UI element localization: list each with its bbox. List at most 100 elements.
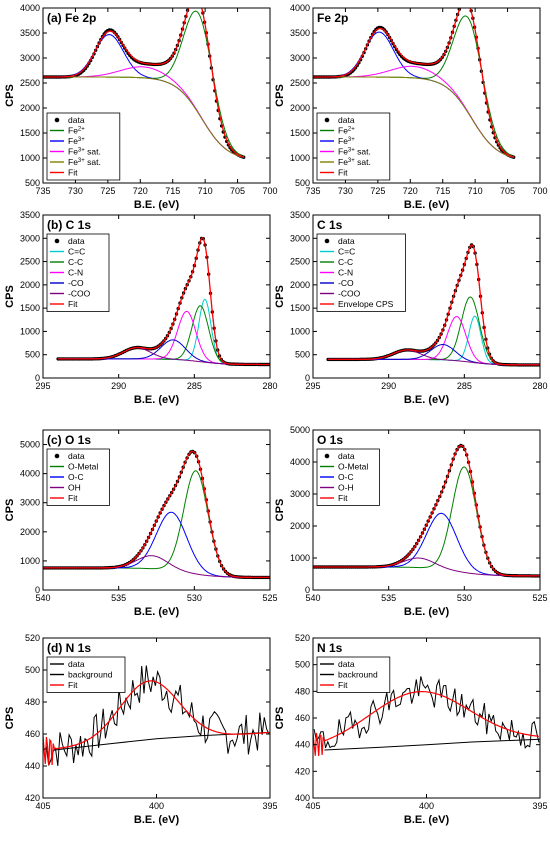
y-tick-label: 2000 <box>20 103 40 113</box>
legend-label: C=C <box>68 247 85 257</box>
legend-label: data <box>68 115 85 125</box>
y-tick-label: 420 <box>295 766 310 776</box>
plot-area <box>326 243 540 367</box>
y-tick-label: 1500 <box>290 303 310 313</box>
legend-label: Fe2+ <box>68 126 85 136</box>
y-tick-label: 3500 <box>290 28 310 38</box>
legend-label: -COO <box>338 289 361 299</box>
legend-label: data <box>68 236 85 246</box>
data-point <box>464 0 467 1</box>
chart-panel-o-right: 540 535 530 525 0 1000 2000 3000 4000 5000 B.E. (e… <box>274 425 548 618</box>
series-line-6 <box>328 244 540 366</box>
y-tick-label: 2000 <box>290 521 310 531</box>
y-tick-label: 5000 <box>290 425 310 435</box>
panel-title: (c) O 1s <box>47 433 91 447</box>
x-axis-label: B.E. (eV) <box>404 814 450 826</box>
panel-title: N 1s <box>317 641 343 655</box>
x-tick-label: 720 <box>133 186 148 196</box>
y-tick-label: 520 <box>25 633 40 643</box>
y-tick-label: 3500 <box>20 28 40 38</box>
x-tick-label: 710 <box>468 186 483 196</box>
plot-frame <box>42 214 271 379</box>
y-tick-label: 0 <box>305 585 310 595</box>
y-tick-label: 1000 <box>290 326 310 336</box>
x-tick-label: 725 <box>370 186 385 196</box>
legend-label: Fe3+ sat. <box>68 157 101 167</box>
series-line-3 <box>328 315 540 366</box>
legend-label: O-H <box>338 483 354 493</box>
legend-marker <box>324 117 330 123</box>
x-tick-label: 705 <box>500 186 515 196</box>
y-axis-label: CPS <box>274 84 286 107</box>
y-tick-label: 480 <box>25 697 40 707</box>
y-tick-label: 3000 <box>20 498 40 508</box>
x-tick-label: 280 <box>532 381 547 391</box>
y-tick-label: 2500 <box>290 257 310 267</box>
panel-title: Fe 2p <box>317 11 348 25</box>
legend-label: data <box>338 659 355 669</box>
y-tick-label: 440 <box>295 740 310 750</box>
y-tick-label: 4000 <box>20 3 40 13</box>
y-axis-label: CPS <box>4 84 16 107</box>
legend-label: Fit <box>338 168 348 178</box>
y-tick-label: 460 <box>295 713 310 723</box>
legend-label: O-C <box>68 472 84 482</box>
x-axis-label: B.E. (eV) <box>404 394 450 406</box>
y-tick-label: 1000 <box>290 153 310 163</box>
panel-title: (a) Fe 2p <box>47 11 96 25</box>
x-tick-label: 405 <box>305 801 320 811</box>
x-tick-label: 530 <box>187 593 202 603</box>
legend-label: Fit <box>68 168 78 178</box>
y-axis-label: CPS <box>274 707 286 730</box>
x-tick-label: 535 <box>381 593 396 603</box>
x-tick-label: 535 <box>111 593 126 603</box>
legend-label: C-C <box>338 257 353 267</box>
legend-label: data <box>68 451 85 461</box>
x-tick-label: 525 <box>532 593 547 603</box>
data-point <box>200 4 203 7</box>
data-point <box>189 0 192 2</box>
series-line-5 <box>58 347 270 365</box>
series-line-2 <box>313 690 539 756</box>
legend-label: C-N <box>68 268 83 278</box>
x-axis-label: B.E. (eV) <box>134 814 180 826</box>
y-tick-label: 1000 <box>20 326 40 336</box>
legend-label: data <box>68 659 85 669</box>
series-line-0 <box>43 665 270 766</box>
legend-marker <box>324 238 330 244</box>
y-tick-label: 0 <box>35 373 40 383</box>
legend-label: background <box>68 670 113 680</box>
series-line-3 <box>58 310 270 365</box>
legend-label: Fit <box>338 680 348 690</box>
legend-label: Fit <box>68 680 78 690</box>
y-tick-label: 460 <box>25 729 40 739</box>
x-tick-label: 395 <box>262 801 277 811</box>
legend-marker <box>54 238 60 244</box>
y-tick-label: 3000 <box>20 233 40 243</box>
y-tick-label: 500 <box>25 350 40 360</box>
legend-label: OH <box>68 483 81 493</box>
x-tick-label: 735 <box>305 186 320 196</box>
x-tick-label: 730 <box>338 186 353 196</box>
y-tick-label: 0 <box>35 585 40 595</box>
series-line-6 <box>58 237 270 366</box>
legend-label: data <box>338 451 355 461</box>
legend-label: data <box>338 115 355 125</box>
series-line-2 <box>58 305 270 365</box>
plot-area <box>43 449 270 580</box>
y-tick-label: 400 <box>295 793 310 803</box>
y-tick-label: 2500 <box>20 257 40 267</box>
y-tick-label: 3000 <box>20 53 40 63</box>
series-line-4 <box>328 344 540 366</box>
plot-frame <box>312 214 541 379</box>
plot-area <box>56 236 270 367</box>
y-tick-label: 2000 <box>20 280 40 290</box>
y-tick-label: 480 <box>295 686 310 696</box>
y-tick-label: 3000 <box>290 233 310 243</box>
series-line-1 <box>324 738 540 751</box>
legend-label: Envelope CPS <box>338 299 394 309</box>
